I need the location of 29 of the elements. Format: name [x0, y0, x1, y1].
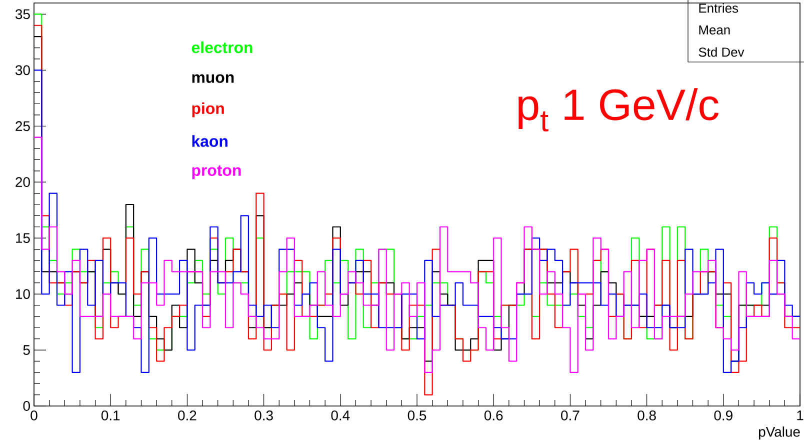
- y-tick-label: 20: [16, 177, 30, 188]
- x-tick-label: 0.9: [714, 410, 732, 420]
- y-tick-label: 30: [15, 65, 30, 76]
- x-tick-label: 1: [797, 410, 804, 420]
- x-tick-label: 0.7: [561, 410, 580, 420]
- x-tick-label: 0: [30, 410, 38, 420]
- x-tick-label: 0.1: [101, 410, 120, 420]
- y-tick-label: 10: [16, 289, 30, 299]
- x-tick-label: 0.5: [408, 410, 426, 420]
- x-tick-label: 0.6: [484, 410, 503, 420]
- text: electron: [192, 41, 252, 54]
- x-tick-label: 0.8: [638, 410, 656, 420]
- text: kaon: [192, 135, 228, 147]
- annotation: Std Dev: [698, 47, 744, 57]
- y-tick-label: 25: [16, 121, 30, 132]
- y-tick-label: 0: [23, 401, 30, 411]
- x-tick-label: 0.2: [178, 410, 196, 420]
- x-tick-label: 0.4: [331, 410, 350, 420]
- text: muon: [192, 74, 234, 83]
- y-tick-label: 15: [16, 233, 30, 243]
- text: proton: [192, 165, 241, 180]
- x-tick-label: 0.3: [254, 410, 273, 420]
- y-tick-label: 35: [15, 9, 30, 20]
- annotation: p$_{t}$ 1 GeV/c: [518, 88, 718, 132]
- y-tick-label: 5: [23, 345, 30, 355]
- text: pion: [192, 102, 224, 118]
- x-axis-title: pValue: [759, 426, 800, 440]
- annotation: Entries: [699, 3, 738, 13]
- annotation: Mean: [699, 25, 730, 35]
